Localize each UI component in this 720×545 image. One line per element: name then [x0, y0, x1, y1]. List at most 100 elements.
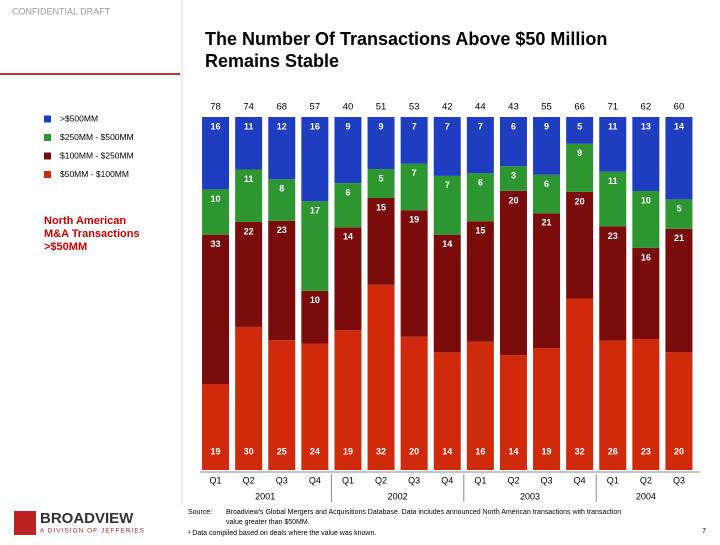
total-label: 43: [508, 102, 519, 113]
bar-segment: [599, 117, 627, 172]
x-group-label: 2003: [520, 491, 540, 501]
value-label: 14: [674, 121, 684, 131]
total-label: 78: [210, 102, 221, 113]
value-label: 7: [445, 121, 450, 131]
bar-segment: [533, 174, 561, 214]
value-label: 32: [575, 446, 585, 456]
legend-swatch: [44, 115, 51, 123]
bar-segment: [466, 341, 494, 470]
bar-segment: [433, 117, 461, 176]
value-label: 7: [412, 121, 417, 131]
x-tick-label: Q3: [276, 475, 288, 485]
total-label: 42: [442, 102, 453, 113]
value-label: 20: [508, 195, 518, 205]
legend-label: >$500MM: [60, 113, 98, 123]
value-label: 15: [475, 226, 485, 236]
value-label: 11: [244, 174, 254, 184]
bar-segment: [665, 352, 693, 470]
source: Broadview's Global Mergers and Acquisiti…: [226, 509, 623, 526]
bar-segment: [499, 117, 527, 167]
value-label: 12: [277, 121, 287, 131]
x-tick-label: Q2: [507, 475, 519, 485]
value-label: 20: [409, 446, 419, 456]
logo-text: BROADVIEW: [40, 510, 134, 527]
bar-segment: [202, 189, 230, 235]
bar-segment: [301, 290, 329, 344]
total-label: 53: [409, 102, 420, 113]
bar-segment: [202, 384, 230, 470]
value-label: 5: [379, 173, 384, 183]
bar-segment: [433, 234, 461, 353]
value-label: 6: [511, 121, 516, 131]
x-tick-label: Q3: [673, 475, 685, 485]
bar-segment: [433, 352, 461, 470]
value-label: 20: [575, 196, 585, 206]
total-label: 60: [674, 102, 685, 113]
legend-swatch: [44, 152, 51, 160]
bar-segment: [665, 228, 693, 353]
value-label: 33: [211, 239, 221, 249]
total-label: 44: [475, 102, 486, 113]
value-label: 6: [544, 179, 549, 189]
bar-segment: [632, 117, 660, 192]
value-label: 21: [542, 218, 552, 228]
value-label: 5: [577, 121, 582, 131]
value-label: 20: [674, 446, 684, 456]
value-label: 7: [478, 121, 483, 131]
bar-segment: [400, 210, 428, 337]
x-tick-label: Q2: [243, 475, 255, 485]
value-label: 9: [379, 121, 384, 131]
value-label: 23: [608, 231, 618, 241]
total-label: 57: [310, 102, 321, 113]
value-label: 19: [542, 446, 552, 456]
x-tick-label: Q3: [408, 475, 420, 485]
value-label: 5: [676, 204, 681, 214]
value-label: 16: [211, 121, 221, 131]
legend-label: $50MM - $100MM: [60, 169, 129, 179]
bar-segment: [334, 183, 362, 228]
bar-segment: [268, 117, 296, 180]
chart-subtitle: North American M&A Transactions >$50MM: [44, 215, 143, 253]
value-label: 19: [409, 215, 419, 225]
x-tick-label: Q4: [574, 475, 586, 485]
value-label: 9: [577, 148, 582, 158]
bar-segment: [466, 173, 494, 222]
value-label: 9: [345, 121, 350, 131]
value-label: 10: [211, 194, 221, 204]
value-label: 13: [641, 121, 651, 131]
value-label: 10: [641, 195, 651, 205]
bar-segment: [499, 355, 527, 470]
bar-segment: [268, 179, 296, 221]
bar-segment: [566, 117, 594, 144]
bar-segment: [566, 191, 594, 299]
bar-segment: [466, 117, 494, 174]
value-label: 21: [674, 233, 684, 243]
note: ¹ Data compiled based on deals where the…: [188, 530, 376, 537]
legend-swatch: [44, 134, 51, 141]
logo-sub: A DIVISION OF JEFFERIES: [40, 528, 145, 535]
value-label: 16: [310, 121, 320, 131]
bar-segment: [334, 227, 362, 331]
x-tick-label: Q1: [342, 475, 354, 485]
bar-segment: [632, 247, 660, 340]
bar-segment: [202, 117, 230, 190]
value-label: 30: [244, 446, 254, 456]
bar-segment: [235, 117, 263, 170]
bar-segment: [235, 326, 263, 470]
bar-segment: [301, 201, 329, 291]
bar-segment: [367, 284, 395, 470]
bar-segment: [367, 117, 395, 170]
x-tick-label: Q2: [640, 475, 652, 485]
total-label: 62: [641, 102, 652, 113]
logo-mark: [14, 511, 36, 535]
bar-segment: [533, 348, 561, 470]
legend-label: $250MM - $500MM: [60, 132, 134, 142]
bar-segment: [301, 117, 329, 202]
value-label: 16: [475, 446, 485, 456]
x-tick-label: Q1: [474, 475, 486, 485]
total-label: 55: [541, 102, 552, 113]
bar-segment: [334, 330, 362, 470]
bar-segment: [235, 169, 263, 222]
x-tick-label: Q1: [210, 475, 222, 485]
